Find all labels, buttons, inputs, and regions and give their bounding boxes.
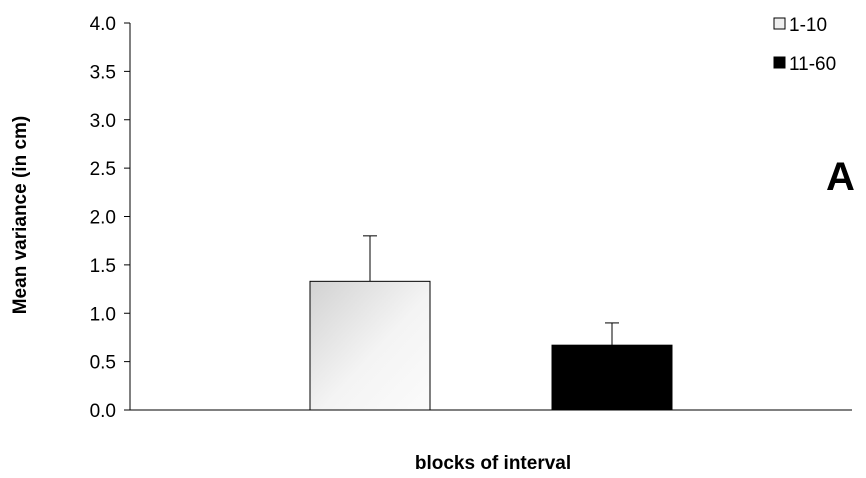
x-axis-title: blocks of interval [415, 453, 571, 474]
y-tick-label: 2.5 [90, 159, 116, 180]
bars [309, 235, 673, 411]
y-tick-label: 0.0 [90, 401, 116, 422]
bar-11-60 [551, 344, 673, 411]
legend-label-11-60: 11-60 [789, 54, 836, 75]
y-tick-label: 3.5 [90, 62, 116, 83]
legend-swatch-1-10 [773, 17, 786, 30]
y-tick-label: 1.5 [90, 256, 116, 277]
legend-swatch-11-60 [773, 56, 786, 69]
y-tick-label: 1.0 [90, 304, 116, 325]
y-tick-label: 2.0 [90, 208, 116, 229]
bar-1-10 [309, 280, 431, 411]
legend: 1-10 11-60 [773, 15, 836, 75]
y-tick-label: 3.0 [90, 111, 116, 132]
y-tick-label: 4.0 [90, 14, 116, 35]
y-tick-label: 0.5 [90, 353, 116, 374]
y-axis-ticks: 0.0 0.5 1.0 1.5 2.0 2.5 3.0 3.5 4.0 [90, 14, 130, 422]
panel-label: A [826, 155, 855, 199]
legend-label-1-10: 1-10 [789, 15, 827, 36]
y-axis-title: Mean variance (in cm) [10, 116, 31, 315]
